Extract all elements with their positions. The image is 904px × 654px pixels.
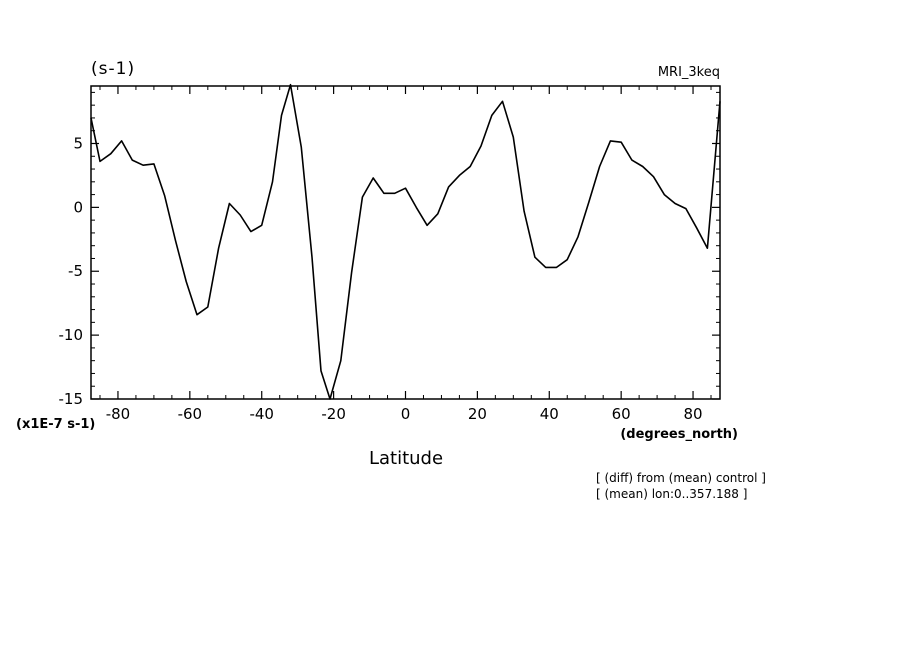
x-units-label: (degrees_north) [620,427,738,442]
x-tick-label: -20 [321,405,346,423]
annotation-diff: [ (diff) from (mean) control ] [596,471,766,485]
y-tick-label: -10 [59,326,84,344]
series-layer [90,83,721,400]
x-tick-label: 0 [401,405,411,423]
x-tick-label: -40 [249,405,274,423]
y-tick-label: 0 [73,198,83,216]
model-label: MRI_3keq [658,65,720,80]
y-tick-label: -15 [59,390,84,408]
x-tick-label: 20 [468,405,487,423]
y-scale-label: (x1E-7 s-1) [16,417,95,432]
x-tick-label: -80 [106,405,131,423]
x-tick-label: 40 [540,405,559,423]
x-axis-title: Latitude [369,448,443,469]
annotation-mean: [ (mean) lon:0..357.188 ] [596,487,747,501]
x-axis-ticks: -80 -60 -40 -20 0 20 40 60 80 [106,86,703,423]
minor-ticks [91,86,720,399]
series-line [90,83,721,400]
x-tick-label: 80 [683,405,702,423]
y-tick-label: 5 [73,134,83,152]
plot-frame [90,85,721,400]
x-tick-label: 60 [612,405,631,423]
x-tick-label: -60 [178,405,203,423]
y-tick-label: -5 [68,262,83,280]
unit-label: (s-1) [91,59,135,79]
